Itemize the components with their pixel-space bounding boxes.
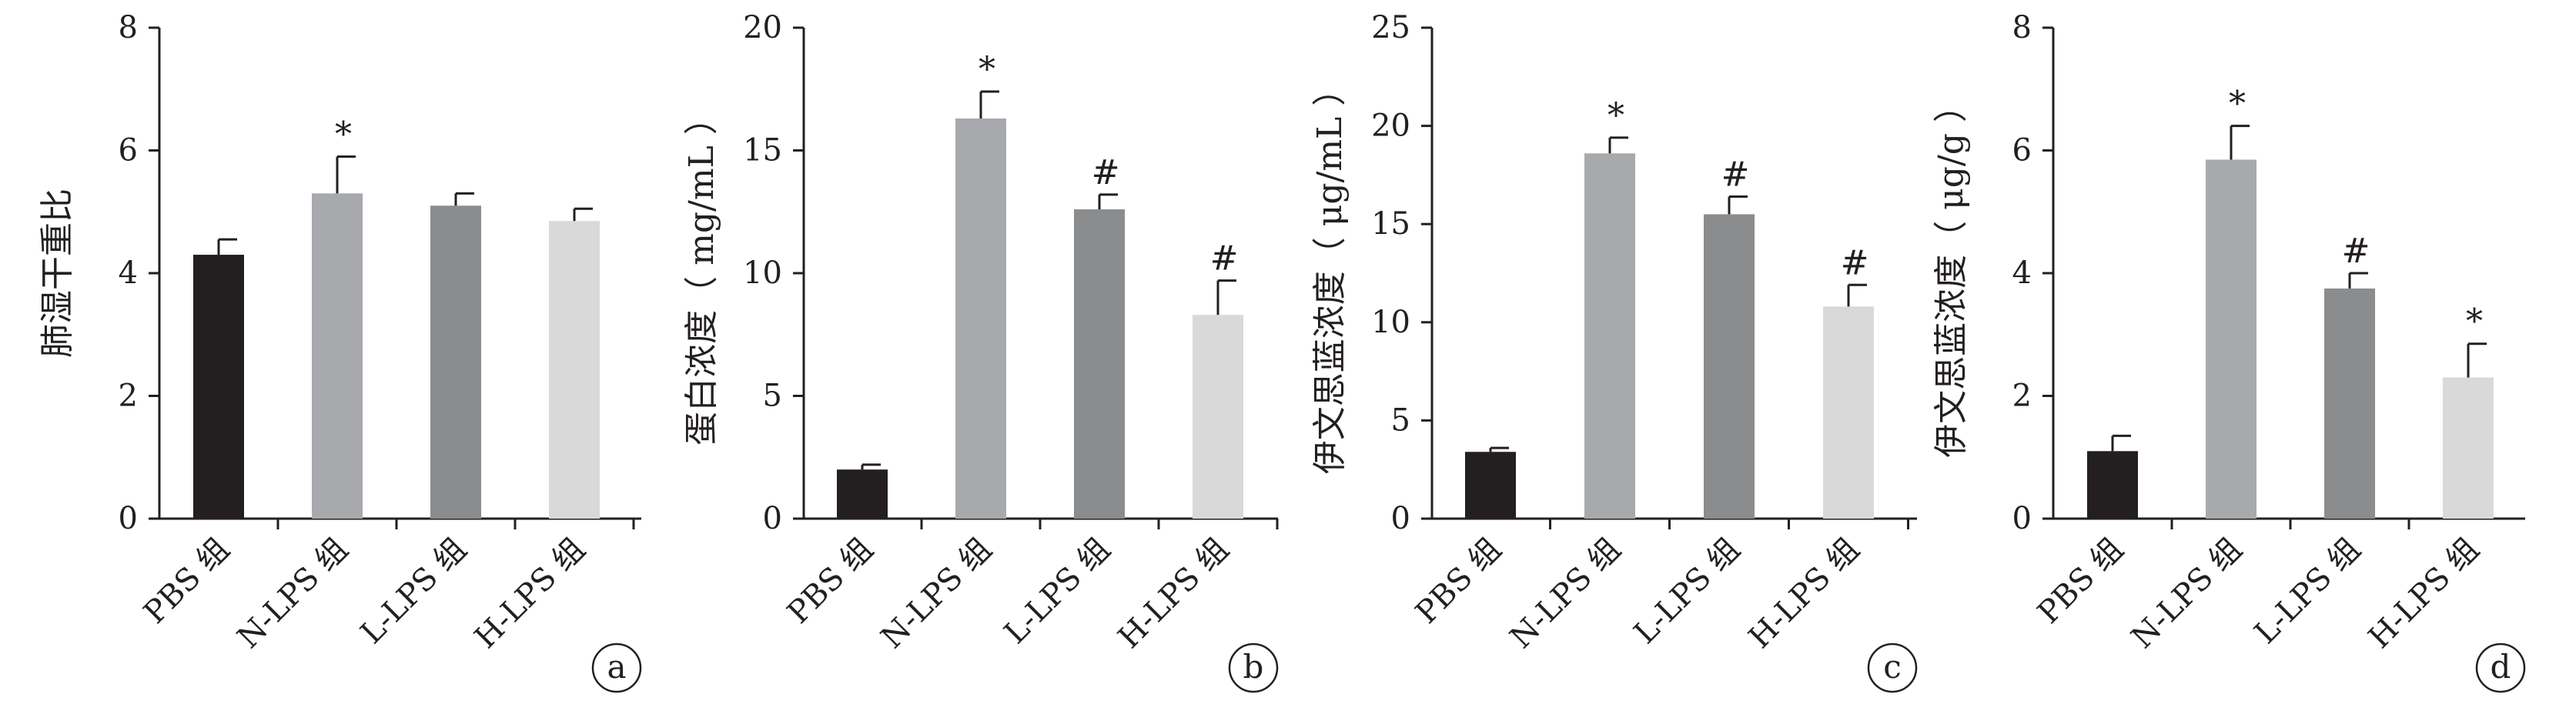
y-axis-title: 肺湿干重比	[38, 189, 77, 358]
y-tick-label: 4	[2012, 255, 2032, 291]
bar	[2443, 377, 2494, 519]
significance-mark: *	[1607, 96, 1624, 135]
y-tick-label: 20	[743, 10, 782, 45]
bar	[2087, 451, 2138, 519]
bar	[1465, 452, 1516, 519]
significance-mark: *	[2466, 302, 2483, 342]
panel-letter-circle	[1228, 643, 1279, 693]
x-category-label: H-LPS 组	[468, 532, 592, 656]
x-category-label: L-LPS 组	[1628, 532, 1747, 651]
panel-letter: d	[2491, 648, 2511, 686]
significance-mark: *	[2229, 85, 2246, 124]
bar	[1584, 153, 1635, 519]
significance-mark: *	[335, 115, 352, 154]
x-category-label: PBS 组	[2031, 532, 2130, 631]
bar	[312, 193, 363, 519]
y-tick-label: 8	[119, 10, 138, 45]
y-tick-label: 10	[1371, 305, 1410, 340]
y-tick-label: 2	[2012, 379, 2032, 414]
panel-letter-circle	[2475, 643, 2526, 693]
significance-mark: #	[1092, 153, 1120, 192]
y-tick-label: 20	[1371, 108, 1410, 144]
y-tick-label: 15	[1371, 206, 1410, 242]
bar	[1193, 315, 1243, 519]
y-tick-label: 5	[1391, 402, 1410, 438]
bar	[2206, 159, 2257, 519]
y-tick-label: 4	[119, 255, 138, 291]
bar	[2324, 288, 2375, 519]
y-tick-label: 2	[119, 379, 138, 414]
significance-mark: #	[2342, 232, 2370, 271]
y-tick-label: 0	[119, 501, 138, 536]
bar	[1704, 214, 1755, 519]
y-tick-label: 6	[119, 133, 138, 169]
y-axis-title: 伊文思蓝浓度（ μg/g ）	[1932, 88, 1971, 458]
significance-mark: #	[1721, 155, 1750, 194]
panel-letter: b	[1243, 648, 1264, 686]
y-tick-label: 15	[743, 133, 782, 169]
y-tick-label: 0	[1391, 501, 1410, 536]
x-category-label: L-LPS 组	[998, 532, 1117, 651]
x-category-label: H-LPS 组	[1742, 532, 1866, 656]
x-category-label: H-LPS 组	[1112, 532, 1236, 656]
x-category-label: N-LPS 组	[875, 532, 999, 656]
significance-mark: #	[1210, 239, 1239, 279]
x-category-label: N-LPS 组	[1504, 532, 1628, 656]
x-category-label: H-LPS 组	[2362, 532, 2486, 656]
x-category-label: N-LPS 组	[231, 532, 355, 656]
x-category-label: PBS 组	[1409, 532, 1508, 631]
bar	[193, 255, 244, 519]
y-tick-label: 5	[763, 379, 782, 414]
y-tick-label: 0	[763, 501, 782, 536]
y-tick-label: 8	[2012, 10, 2032, 45]
panel-letter-circle	[591, 643, 642, 693]
x-category-label: N-LPS 组	[2125, 532, 2249, 656]
bar	[837, 469, 888, 519]
x-category-label: L-LPS 组	[354, 532, 473, 651]
bar	[955, 119, 1006, 519]
panel-letter-circle	[1867, 643, 1918, 693]
panel-letter: c	[1883, 648, 1902, 686]
bar	[1074, 209, 1125, 519]
x-category-label: PBS 组	[137, 532, 236, 631]
y-tick-label: 10	[743, 255, 782, 291]
x-category-label: L-LPS 组	[2248, 532, 2367, 651]
significance-mark: *	[979, 50, 995, 89]
y-tick-label: 6	[2012, 133, 2032, 169]
x-category-label: PBS 组	[781, 532, 880, 631]
bar	[430, 205, 481, 519]
bar	[1823, 306, 1874, 519]
panel-letter: a	[607, 648, 626, 686]
significance-mark: #	[1841, 243, 1869, 282]
bar	[549, 221, 600, 519]
y-axis-title: 蛋白浓度（ mg/mL ）	[682, 101, 721, 446]
y-tick-label: 0	[2012, 501, 2032, 536]
y-tick-label: 25	[1371, 10, 1410, 45]
y-axis-title: 伊文思蓝浓度（ μg/mL ）	[1310, 72, 1350, 475]
